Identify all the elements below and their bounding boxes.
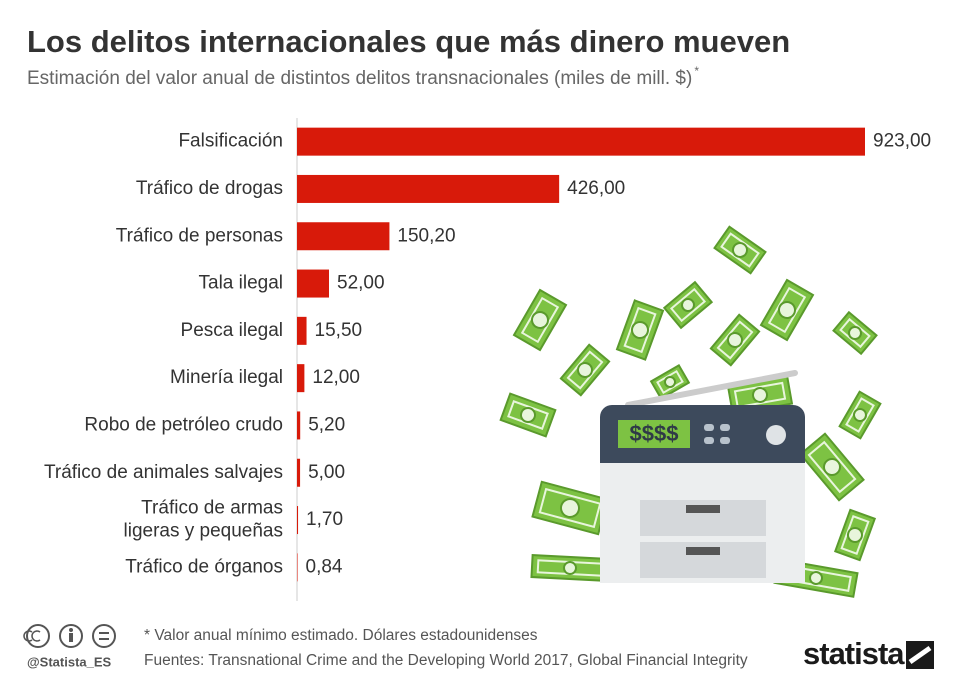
value-label: 1,70 [306,509,343,530]
source: Fuentes: Transnational Crime and the Dev… [144,652,748,669]
y-tick-label: Tráfico de órganos [125,556,283,577]
bar [297,222,390,251]
bar [297,411,301,440]
y-tick-label: Tráfico de drogas [136,178,283,199]
value-label: 923,00 [873,131,931,152]
y-tick-label: Tráfico de armas ligeras y pequeñas [124,498,284,542]
bar [297,458,301,487]
y-tick-label: Minería ilegal [170,367,283,388]
handle: @Statista_ES [27,654,112,669]
subtitle-note: * [694,64,699,78]
value-label: 12,00 [312,367,360,388]
y-tick-label: Tala ilegal [199,273,284,294]
bar [297,553,298,582]
value-label: 426,00 [567,178,625,199]
footer: @Statista_ES * Valor anual mínimo estima… [23,624,934,671]
brand-logo: statista [803,636,905,671]
y-tick-label: Falsificación [178,131,283,152]
value-label: 15,50 [315,320,363,341]
bar [297,269,329,298]
y-tick-label: Tráfico de personas [116,225,283,246]
y-tick-label: Robo de petróleo crudo [84,414,283,435]
value-label: 5,20 [308,414,345,435]
bar [297,174,560,203]
illustration: $$$$ [499,225,882,598]
bar [297,316,307,345]
bar [297,127,865,156]
printer-display: $$$$ [630,421,679,446]
note: * Valor anual mínimo estimado. Dólares e… [144,627,538,644]
chart-title: Los delitos internacionales que más dine… [27,24,790,59]
subtitle-text: Estimación del valor anual de distintos … [27,68,692,89]
y-tick-label: Pesca ilegal [181,320,283,341]
chart-subtitle: Estimación del valor anual de distintos … [27,64,699,89]
y-tick-label: Tráfico de animales salvajes [44,462,283,483]
bar [297,364,305,393]
bar [297,506,299,535]
value-label: 5,00 [308,462,345,483]
value-label: 0,84 [306,556,343,577]
value-label: 150,20 [397,225,455,246]
value-label: 52,00 [337,273,385,294]
